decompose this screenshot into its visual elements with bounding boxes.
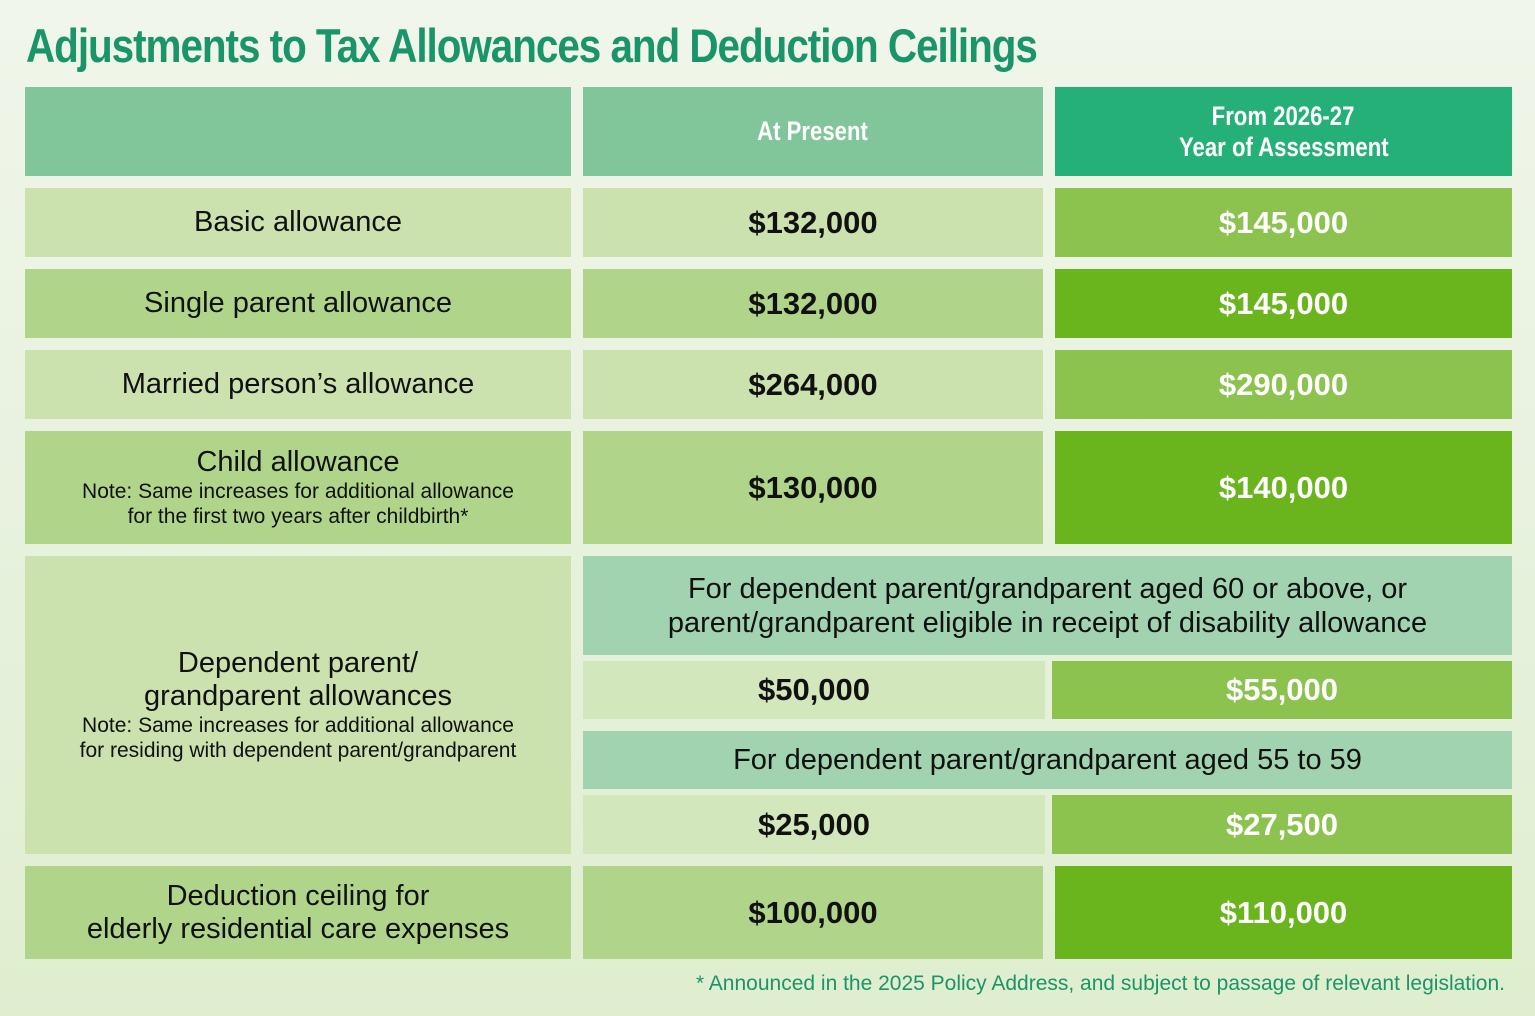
footnote: * Announced in the 2025 Policy Address, … (695, 972, 1505, 995)
present-married: $264,000 (583, 350, 1043, 419)
dependent-label-line2: grandparent allowances (144, 680, 452, 712)
header-from-2026-27: From 2026-27 Year of Assessment (1055, 87, 1512, 176)
subheading-60-line2: parent/grandparent eligible in receipt o… (667, 606, 1428, 639)
dependent-label-line1: Dependent parent/ (177, 647, 419, 679)
header-line2: Year of Assessment (1178, 131, 1389, 162)
future-elderly-care: $110,000 (1055, 866, 1512, 959)
future-aged-55-59: $27,500 (1052, 795, 1512, 854)
future-aged-60: $55,000 (1052, 661, 1512, 719)
child-label: Child allowance (196, 446, 400, 478)
header-line1: From 2026-27 (1212, 100, 1355, 131)
future-married: $290,000 (1055, 350, 1512, 419)
child-note-line1: Note: Same increases for additional allo… (82, 480, 514, 503)
subheading-aged-60: For dependent parent/grandparent aged 60… (583, 556, 1512, 655)
present-basic: $132,000 (583, 188, 1043, 257)
dependent-note-line2: for residing with dependent parent/grand… (79, 739, 517, 762)
row-label-married: Married person’s allowance (25, 350, 571, 419)
future-single-parent: $145,000 (1055, 269, 1512, 338)
subheading-55-line1: For dependent parent/grandparent aged 55… (733, 744, 1362, 776)
child-note-line2: for the first two years after childbirth… (127, 505, 469, 528)
present-single-parent: $132,000 (583, 269, 1043, 338)
row-label-elderly-care: Deduction ceiling for elderly residentia… (25, 866, 571, 959)
row-label-child: Child allowance Note: Same increases for… (25, 431, 571, 544)
present-elderly-care: $100,000 (583, 866, 1043, 959)
present-child: $130,000 (583, 431, 1043, 544)
subheading-60-line1: For dependent parent/grandparent aged 60… (687, 572, 1408, 605)
row-label-dependent-parent: Dependent parent/ grandparent allowances… (25, 556, 571, 854)
present-aged-55-59: $25,000 (583, 795, 1045, 854)
header-at-present-label: At Present (757, 116, 869, 146)
header-blank (25, 87, 571, 176)
header-at-present: At Present (583, 87, 1043, 176)
elderly-label-line2: elderly residential care expenses (86, 912, 510, 945)
present-aged-60: $50,000 (583, 661, 1045, 719)
row-label-basic: Basic allowance (25, 188, 571, 257)
elderly-label-line1: Deduction ceiling for (166, 879, 430, 912)
row-label-single-parent: Single parent allowance (25, 269, 571, 338)
future-basic: $145,000 (1055, 188, 1512, 257)
page-title: Adjustments to Tax Allowances and Deduct… (26, 19, 1038, 72)
subheading-aged-55-59: For dependent parent/grandparent aged 55… (583, 731, 1512, 789)
future-child: $140,000 (1055, 431, 1512, 544)
dependent-note-line1: Note: Same increases for additional allo… (82, 714, 514, 737)
